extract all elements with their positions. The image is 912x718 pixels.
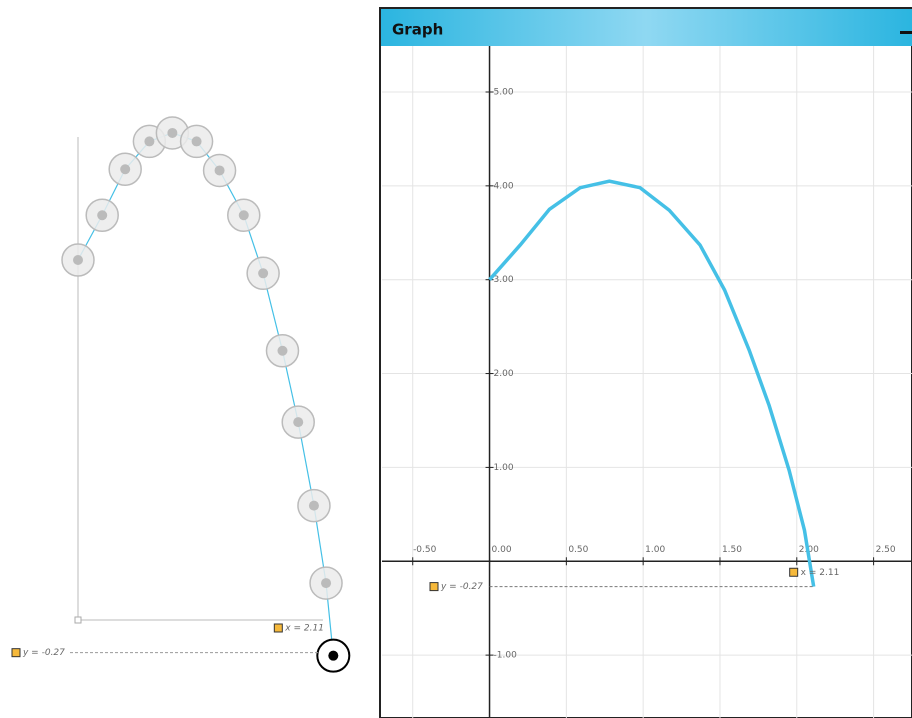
- ball-patch: [309, 501, 319, 511]
- ball-patch: [277, 346, 287, 356]
- ball-patch: [215, 165, 225, 175]
- y-marker-label: y = -0.27: [440, 582, 483, 592]
- graph-header: [381, 9, 912, 46]
- x-tick-label: -0.50: [413, 545, 437, 555]
- ball-patch: [293, 417, 303, 427]
- ball-patch: [258, 268, 268, 278]
- y-tick-label: 5.00: [494, 87, 514, 97]
- y-marker: [12, 649, 20, 657]
- ball-patch: [239, 210, 249, 220]
- minimize-button[interactable]: [900, 31, 912, 34]
- screen: y = -0.27 x = 2.11 Graph -0.50 0.00 0.50 1.0…: [0, 0, 912, 718]
- x-marker: [790, 568, 798, 576]
- y-tick-label: 1.00: [494, 463, 514, 473]
- ball-patch: [73, 255, 83, 265]
- y-tick-label: -1.00: [494, 651, 518, 661]
- y-tick-label: 4.00: [494, 181, 514, 191]
- ball-patch: [167, 128, 177, 138]
- x-marker: [274, 624, 282, 632]
- x-marker-label: x = 2.11: [284, 624, 324, 634]
- ball-patch: [144, 136, 154, 146]
- ball-patch: [328, 651, 338, 661]
- x-tick-label: 2.50: [876, 545, 896, 555]
- simulation-view: y = -0.27 x = 2.11: [12, 117, 349, 672]
- y-marker: [430, 583, 438, 591]
- y-marker-label: y = -0.27: [22, 648, 65, 658]
- ruler-origin: [75, 617, 81, 623]
- graph-window: [380, 8, 912, 718]
- x-tick-label: 0.00: [492, 545, 512, 555]
- ball-patch: [321, 578, 331, 588]
- ball-patch: [120, 164, 130, 174]
- y-tick-label: 2.00: [494, 369, 514, 379]
- graph-title: Graph: [392, 21, 443, 39]
- x-tick-label: 1.50: [722, 545, 742, 555]
- x-tick-label: 1.00: [645, 545, 665, 555]
- y-tick-label: 3.00: [494, 275, 514, 285]
- ball-patch: [192, 136, 202, 146]
- ball-patch: [97, 210, 107, 220]
- x-tick-label: 0.50: [568, 545, 588, 555]
- x-marker-label: x = 2.11: [801, 568, 840, 578]
